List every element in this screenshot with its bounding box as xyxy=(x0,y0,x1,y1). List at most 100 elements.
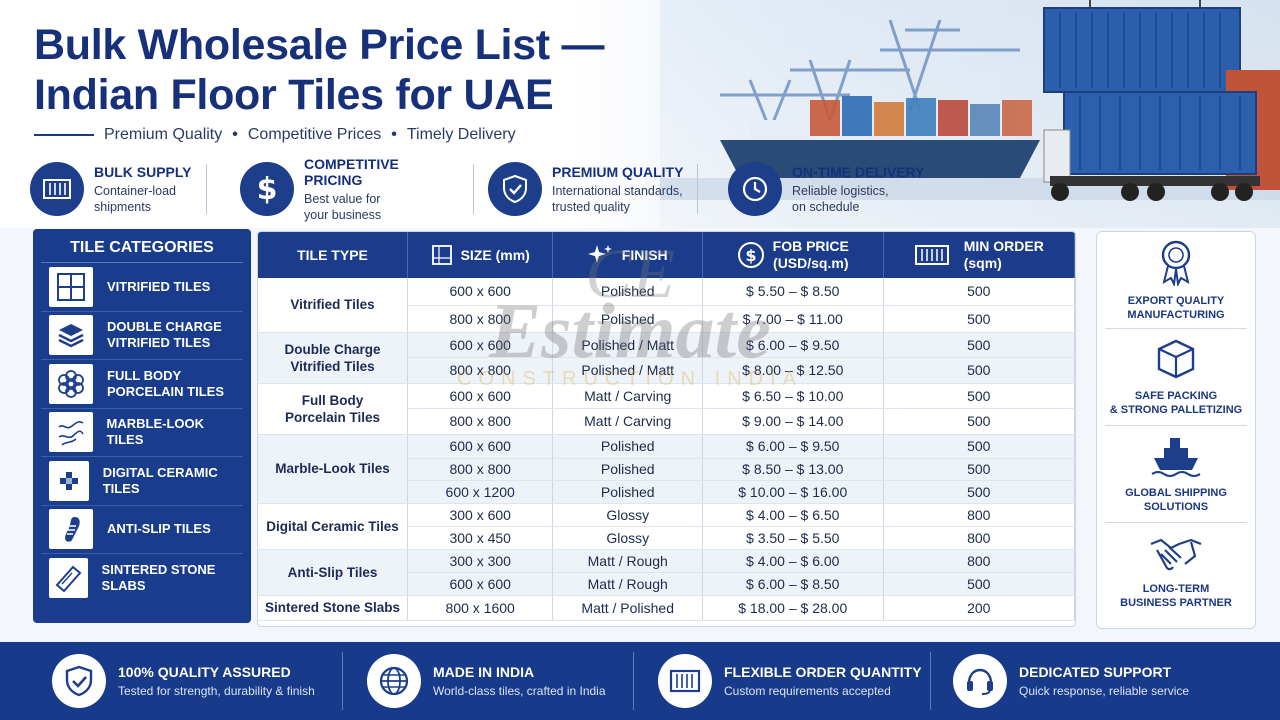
table-row: 300 x 450 Glossy $ 3.50 – $ 5.50 800 xyxy=(258,526,1075,550)
cell-fob-price: $ 6.00 – $ 8.50 xyxy=(702,572,884,596)
cell-tile-type: Anti-Slip Tiles xyxy=(258,549,408,596)
price-table: TILE TYPE SIZE (mm) FINISH $ FOB PRICE (US… xyxy=(257,231,1076,627)
panel-heading: TILE CATEGORIES xyxy=(41,229,243,263)
cell-tile-type: Sintered Stone Slabs xyxy=(258,595,408,621)
table-row: 600 x 1200 Polished $ 10.00 – $ 16.00 500 xyxy=(258,480,1075,504)
cell-size: 300 x 300 xyxy=(407,549,554,573)
cell-fob-price: $ 6.50 – $ 10.00 xyxy=(702,383,884,409)
cell-size: 800 x 800 xyxy=(407,305,554,333)
cell-finish: Polished xyxy=(552,305,703,333)
cell-min-order: 500 xyxy=(883,383,1075,409)
cell-min-order: 500 xyxy=(883,458,1075,481)
cell-min-order: 500 xyxy=(883,305,1075,333)
category-marble-look[interactable]: MARBLE-LOOK TILES xyxy=(41,409,243,457)
tile-categories-panel: TILE CATEGORIES VITRIFIED TILES DOUBLE C… xyxy=(33,229,251,623)
table-row: Sintered Stone Slabs 800 x 1600 Matt / Pol… xyxy=(258,595,1075,621)
divider xyxy=(342,652,343,710)
benefit-safe-packing: SAFE PACKING & STRONG PALLETIZING xyxy=(1105,329,1247,426)
container-icon xyxy=(30,162,84,216)
cell-size: 800 x 800 xyxy=(407,458,554,481)
divider xyxy=(930,652,931,710)
feature-title: ON-TIME DELIVERY xyxy=(792,163,925,180)
table-row: 800 x 800 Polished $ 7.00 – $ 11.00 500 xyxy=(258,305,1075,333)
cell-finish: Matt / Rough xyxy=(552,572,703,596)
category-anti-slip[interactable]: ANTI-SLIP TILES xyxy=(41,506,243,554)
cell-fob-price: $ 3.50 – $ 5.50 xyxy=(702,526,884,550)
col-header-finish: FINISH xyxy=(552,232,703,278)
cell-fob-price: $ 6.00 – $ 9.50 xyxy=(702,434,884,459)
sparkle-icon xyxy=(587,245,612,263)
divider xyxy=(633,652,634,710)
feature-row: BULK SUPPLY Container-load shipments $ CO… xyxy=(30,155,960,222)
category-sintered-stone[interactable]: SINTERED STONE SLABS xyxy=(41,554,243,603)
port-scene-illustration xyxy=(660,0,1280,228)
cell-size: 600 x 600 xyxy=(407,434,554,459)
footer-bar: 100% QUALITY ASSURED Tested for strength,… xyxy=(0,642,1280,720)
footer-title: MADE IN INDIA xyxy=(433,664,535,680)
cell-min-order: 800 xyxy=(883,503,1075,527)
pattern-tile-icon xyxy=(49,363,93,404)
cell-finish: Polished xyxy=(552,480,703,504)
price-table-body: Vitrified Tiles 600 x 600 Polished $ 5.50 –… xyxy=(258,278,1075,621)
cell-min-order: 500 xyxy=(883,357,1075,384)
cell-fob-price: $ 8.00 – $ 12.50 xyxy=(702,357,884,384)
feature-bulk-supply: BULK SUPPLY Container-load shipments xyxy=(30,158,240,220)
tagline-item: Timely Delivery xyxy=(406,126,516,143)
shield-check-icon xyxy=(52,654,106,708)
cell-finish: Matt / Polished xyxy=(552,595,703,621)
cell-size: 600 x 1200 xyxy=(407,480,554,504)
cell-fob-price: $ 10.00 – $ 16.00 xyxy=(702,480,884,504)
category-vitrified[interactable]: VITRIFIED TILES xyxy=(41,263,243,312)
table-row: Double Charge Vitrified Tiles 600 x 600 Pol… xyxy=(258,332,1075,384)
cell-fob-price: $ 7.00 – $ 11.00 xyxy=(702,305,884,333)
cell-fob-price: $ 18.00 – $ 28.00 xyxy=(702,595,884,621)
feature-title: COMPETITIVE PRICING xyxy=(304,155,399,188)
divider xyxy=(697,164,699,214)
table-row: 800 x 800 Polished $ 8.50 – $ 13.00 500 xyxy=(258,458,1075,481)
category-full-body[interactable]: FULL BODY PORCELAIN TILES xyxy=(41,360,243,409)
cell-min-order: 500 xyxy=(883,434,1075,459)
divider xyxy=(473,164,474,214)
category-double-charge[interactable]: DOUBLE CHARGE VITRIFIED TILES xyxy=(41,312,243,360)
marble-icon xyxy=(49,412,93,453)
table-row: Full Body Porcelain Tiles 600 x 600 Matt / … xyxy=(258,383,1075,435)
table-row: Marble-Look Tiles 600 x 600 Polished $ 6.00… xyxy=(258,434,1075,504)
cell-min-order: 500 xyxy=(883,278,1075,306)
cell-size: 600 x 600 xyxy=(407,278,554,306)
ship-icon xyxy=(1151,438,1201,477)
cell-finish: Glossy xyxy=(552,503,703,527)
bullet-separator: • xyxy=(391,126,397,143)
package-icon xyxy=(1157,339,1195,379)
cell-fob-price: $ 9.00 – $ 14.00 xyxy=(702,408,884,435)
cell-min-order: 500 xyxy=(883,480,1075,504)
benefit-business-partner: LONG-TERM BUSINESS PARTNER xyxy=(1105,523,1247,620)
footer-desc: Quick response, reliable service xyxy=(1019,684,1190,698)
col-header-tile-type: TILE TYPE xyxy=(258,232,408,278)
cell-finish: Polished xyxy=(552,434,703,459)
table-row: Anti-Slip Tiles 300 x 300 Matt / Rough $ 4.… xyxy=(258,549,1075,596)
cell-tile-type: Double Charge Vitrified Tiles xyxy=(258,332,408,384)
footer-made-in-india: MADE IN INDIA World-class tiles, crafted … xyxy=(343,654,633,708)
cell-finish: Polished / Matt xyxy=(552,332,703,358)
cell-finish: Matt / Carving xyxy=(552,408,703,435)
cell-finish: Polished / Matt xyxy=(552,357,703,384)
tagline-rule xyxy=(34,134,94,136)
tagline-item: Competitive Prices xyxy=(247,126,382,143)
category-digital-ceramic[interactable]: DIGITAL CERAMIC TILES xyxy=(41,457,243,506)
cell-size: 600 x 600 xyxy=(407,383,554,409)
feature-competitive-pricing: $ COMPETITIVE PRICING Best value for your… xyxy=(240,155,488,222)
cell-size: 800 x 800 xyxy=(407,357,554,384)
cell-tile-type: Marble-Look Tiles xyxy=(258,434,408,504)
table-row: 600 x 600 Matt / Rough $ 6.00 – $ 8.50 500 xyxy=(258,572,1075,596)
shoe-sole-icon xyxy=(49,509,93,550)
handshake-icon xyxy=(1150,538,1202,570)
grid-tile-icon xyxy=(49,266,93,307)
footer-title: FLEXIBLE ORDER QUANTITY xyxy=(724,664,922,680)
svg-text:$: $ xyxy=(745,246,756,265)
cell-min-order: 500 xyxy=(883,408,1075,435)
category-label: ANTI-SLIP TILES xyxy=(107,521,211,537)
award-icon xyxy=(1161,240,1191,286)
feature-desc: Best value for your business xyxy=(304,191,382,222)
cell-tile-type: Full Body Porcelain Tiles xyxy=(258,383,408,435)
slab-icon xyxy=(49,558,88,599)
